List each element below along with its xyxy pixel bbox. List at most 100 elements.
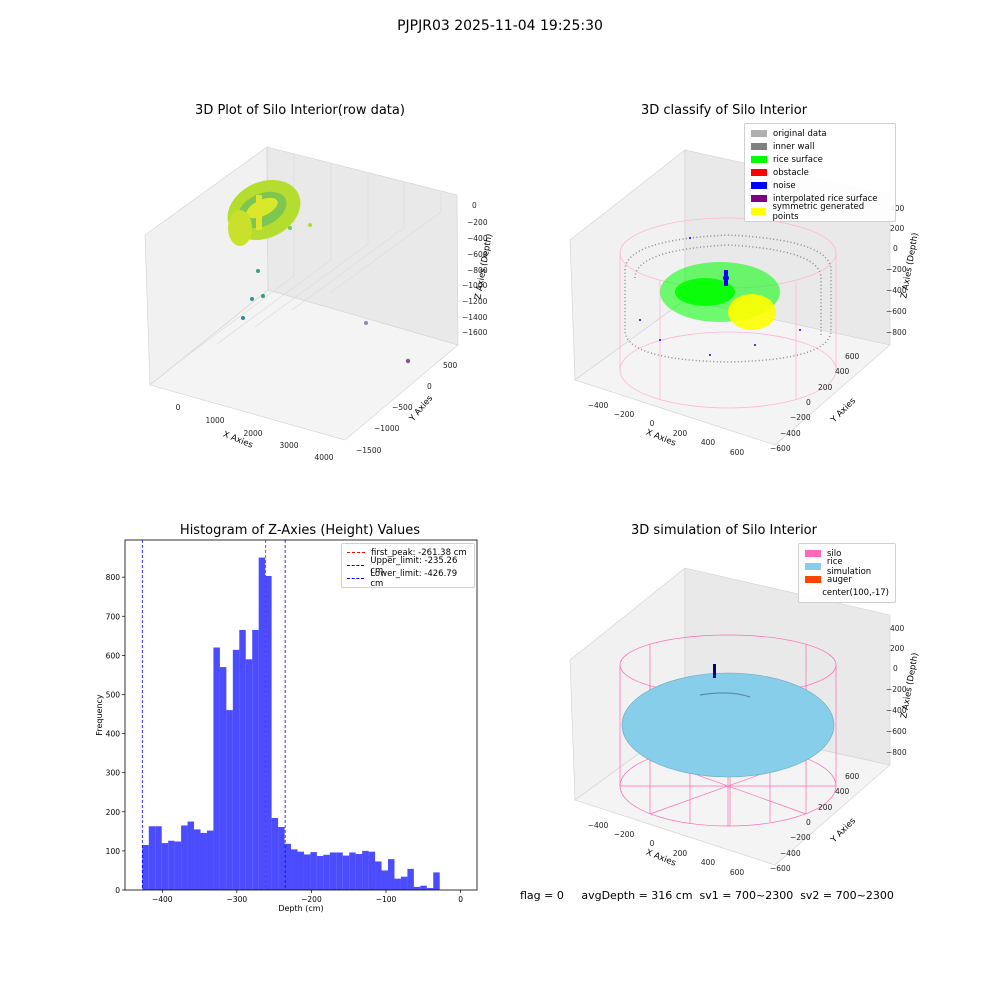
raw-ytick: −1000	[374, 424, 400, 433]
histogram-bar	[174, 841, 182, 890]
legend-label: original data	[773, 128, 827, 139]
legend-item-silo: silo	[805, 547, 889, 560]
sim-ztick: 0	[893, 664, 898, 673]
legend-line	[347, 565, 365, 566]
legend-swatch	[751, 208, 767, 215]
raw-ytick: −500	[392, 403, 413, 412]
legend-item-obstacle: obstacle	[751, 166, 889, 179]
raw-xtick: 3000	[279, 441, 298, 450]
histogram-bar	[407, 868, 414, 890]
sim-ytick: −400	[780, 849, 801, 858]
histogram-bar	[239, 629, 246, 890]
classify-legend: original data inner wall rice surface ob…	[744, 123, 896, 222]
raw-ztick: −200	[467, 218, 488, 227]
legend-item-noise: noise	[751, 179, 889, 192]
classify-xtick: −200	[614, 410, 635, 419]
histogram-bar	[187, 821, 195, 890]
histogram-bar	[278, 827, 285, 890]
legend-label: center(100,-17)	[822, 587, 889, 598]
histogram-ytick-label: 300	[106, 769, 121, 778]
histogram-bar	[349, 852, 356, 890]
histogram-bar	[362, 850, 369, 890]
inner-wall-points	[624, 234, 832, 363]
raw-axes-box	[144, 146, 459, 441]
legend-label: obstacle	[773, 167, 809, 178]
histogram-ytick-label: 400	[106, 730, 121, 739]
histogram-ytick-label: 500	[106, 690, 121, 699]
legend-item-rice-surface: rice surface	[751, 153, 889, 166]
raw-ztick: 0	[472, 201, 477, 210]
legend-swatch	[751, 182, 767, 189]
classify-ztick: 200	[890, 224, 905, 233]
classify-tick-labels: −400 −200 0 200 400 600 600 400 200 0 −2…	[588, 204, 907, 457]
sim-3d-plot: −400 −200 0 200 400 600 600 400 200 0 −2…	[569, 567, 921, 877]
raw-ztick: −1000	[462, 281, 488, 290]
legend-label: auger	[827, 574, 852, 585]
raw-xtick: 4000	[314, 453, 333, 462]
figure-title: PJPJR03 2025-11-04 19:25:30	[397, 18, 603, 34]
legend-swatch	[805, 563, 821, 570]
histogram-bar	[375, 861, 382, 890]
raw-3d-plot: 0 1000 2000 3000 4000 500 0 −500 −1000 −…	[144, 146, 495, 462]
raw-ztick: −1400	[462, 313, 488, 322]
legend-label: first_peak: -261.38 cm	[371, 547, 467, 558]
sim-xtick: −400	[588, 821, 609, 830]
auger	[713, 664, 716, 678]
legend-label: Upper_limit: -235.26 cm	[370, 555, 458, 576]
raw-ztick: −400	[467, 234, 488, 243]
legend-swatch	[751, 169, 767, 176]
raw-ztick: −800	[467, 266, 488, 275]
sim-xtick: 200	[673, 849, 688, 858]
legend-label: inner wall	[773, 141, 815, 152]
histogram-xtick-label: 0	[458, 895, 463, 904]
raw-xtick: 0	[176, 403, 181, 412]
raw-tick-labels: 0 1000 2000 3000 4000 500 0 −500 −1000 −…	[176, 201, 488, 462]
legend-line	[347, 578, 365, 579]
histogram-bar	[413, 886, 421, 890]
legend-item-lower-limit: Lower_limit: -426.79 cm	[347, 569, 469, 589]
histogram-bar	[245, 659, 253, 890]
histogram-bar	[265, 575, 272, 890]
legend-label: noise	[773, 180, 796, 191]
legend-label: rice surface	[773, 154, 823, 165]
histogram-bar	[368, 851, 376, 890]
classify-ztick: 400	[890, 204, 905, 213]
sim-plot-title: 3D simulation of Silo Interior	[631, 523, 817, 538]
histogram-y-ticks: 0 100 200 300 400 500 600 700 800	[106, 573, 125, 895]
histogram-ytick-label: 600	[106, 651, 121, 660]
histogram-bar	[213, 647, 220, 890]
sim-ztick: −600	[886, 727, 907, 736]
histogram-bar	[161, 843, 169, 890]
histogram-bar	[206, 830, 214, 890]
sim-ztick: −800	[886, 748, 907, 757]
sim-ytick: 0	[806, 818, 811, 827]
histogram-bar	[219, 667, 227, 890]
histogram-bar	[303, 854, 311, 890]
silo-wire-cylinder	[619, 217, 837, 409]
histogram-bar	[381, 870, 389, 890]
classify-ztick: −400	[886, 286, 907, 295]
raw-ztick: −600	[467, 250, 488, 259]
histogram-bar	[148, 826, 156, 890]
legend-swatch	[751, 130, 767, 137]
histogram-bar	[310, 852, 317, 890]
histogram-bar	[336, 852, 343, 890]
classify-ztick: −200	[886, 265, 907, 274]
raw-ytick: −1500	[356, 446, 382, 455]
histogram-bar	[271, 818, 279, 890]
sim-xtick: 0	[650, 839, 655, 848]
histogram-bar	[232, 649, 240, 890]
noise-points	[639, 237, 801, 356]
histogram-xtick-label: −400	[152, 895, 173, 904]
classify-ytick: 400	[835, 367, 850, 376]
legend-label: interpolated rice surface	[773, 193, 878, 204]
histogram-bar	[297, 851, 304, 890]
raw-ztick: −1200	[462, 297, 488, 306]
legend-swatch	[751, 143, 767, 150]
histogram-x-ticks: −400 −300 −200 −100 0	[152, 890, 463, 904]
raw-ytick: 500	[443, 361, 458, 370]
histogram-ytick-label: 200	[106, 808, 121, 817]
sim-tick-labels: −400 −200 0 200 400 600 600 400 200 0 −2…	[588, 624, 907, 877]
classify-ytick: −200	[790, 413, 811, 422]
classify-ytick: 200	[818, 383, 833, 392]
